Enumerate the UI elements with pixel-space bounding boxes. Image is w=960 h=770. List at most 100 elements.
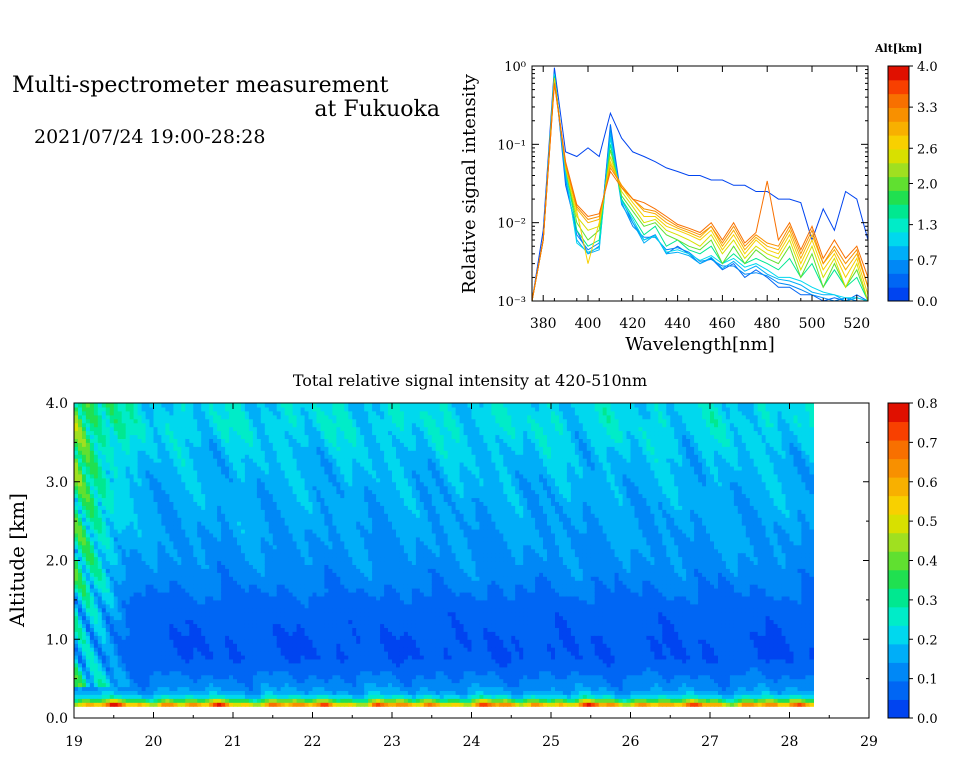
heatmap-cell xyxy=(304,611,310,617)
heatmap-cell xyxy=(137,603,143,609)
heatmap-cell xyxy=(308,611,314,617)
heatmap-cell xyxy=(221,469,226,475)
heatmap-cell xyxy=(213,410,218,416)
heatmap-cell xyxy=(233,623,238,628)
heatmap-cell xyxy=(145,517,151,522)
heatmap-cell xyxy=(248,595,254,601)
heatmap-cell xyxy=(125,564,131,569)
heatmap-cell xyxy=(197,572,202,577)
heatmap-cell xyxy=(121,552,127,558)
heatmap-cell xyxy=(97,568,103,573)
heatmap-cell xyxy=(229,544,234,550)
heatmap-cell xyxy=(113,414,119,420)
heatmap-cell xyxy=(113,438,119,443)
heatmap-cell xyxy=(74,635,79,640)
heatmap-cell xyxy=(197,607,202,613)
heatmap-cell xyxy=(121,509,127,514)
heatmap-cell xyxy=(101,544,107,550)
heatmap-cell xyxy=(105,414,111,420)
heatmap-cell xyxy=(149,450,155,455)
heatmap-cell xyxy=(312,414,318,420)
heatmap-cell xyxy=(97,438,103,443)
heatmap-cell xyxy=(221,647,226,652)
heatmap-cell xyxy=(177,647,182,652)
heatmap-cell xyxy=(89,655,95,660)
heatmap-cell xyxy=(276,599,282,605)
heatmap-cell xyxy=(129,540,135,546)
heatmap-cell xyxy=(260,458,266,463)
heatmap-cell xyxy=(165,564,170,569)
heatmap-cell xyxy=(288,473,294,479)
heatmap-cell xyxy=(125,540,131,546)
heatmap-cell xyxy=(74,422,79,428)
heatmap-cell xyxy=(141,666,147,672)
heatmap-cell xyxy=(93,651,99,656)
altitude-colorbar-tick-label: 3.3 xyxy=(917,101,938,116)
heatmap-cell xyxy=(316,418,322,424)
heatmap-cell xyxy=(225,481,230,487)
heatmap-cell xyxy=(237,678,242,684)
heatmap-cell xyxy=(117,588,123,593)
heatmap-cell xyxy=(252,674,258,680)
heatmap-cell xyxy=(292,580,298,585)
heatmap-cell xyxy=(101,469,107,475)
spectrum-y-tick-label: 10⁻² xyxy=(497,217,526,232)
heatmap-cell xyxy=(292,623,298,628)
heatmap-cell xyxy=(105,588,111,593)
heatmap-cell xyxy=(169,513,174,518)
heatmap-cell xyxy=(308,694,314,699)
heatmap-cell xyxy=(177,556,182,562)
heatmap-cell xyxy=(141,418,147,424)
heatmap-cell xyxy=(292,544,298,550)
heatmap-cell xyxy=(304,603,310,609)
heatmap-cell xyxy=(82,603,87,609)
heatmap-cell xyxy=(248,576,254,581)
heatmap-cell xyxy=(93,548,99,554)
heatmap-cell xyxy=(121,406,127,412)
heatmap-cell xyxy=(157,505,163,510)
heatmap-cell xyxy=(320,552,326,558)
heatmap-cell xyxy=(173,576,178,581)
heatmap-cell xyxy=(149,584,155,589)
heatmap-cell xyxy=(113,658,119,664)
heatmap-cell xyxy=(189,651,194,656)
heatmap-cell xyxy=(288,556,294,562)
heatmap-cell xyxy=(78,619,83,625)
heatmap-cell xyxy=(121,422,127,428)
heatmap-cell xyxy=(193,658,198,664)
heatmap-cell xyxy=(229,670,234,676)
heatmap-cell xyxy=(241,552,246,558)
heatmap-cell xyxy=(185,690,190,695)
heatmap-cell xyxy=(237,454,242,459)
heatmap-cell xyxy=(125,481,131,487)
heatmap-cell xyxy=(244,647,250,652)
heatmap-cell xyxy=(225,489,230,495)
heatmap-cell xyxy=(241,536,246,542)
heatmap-cell xyxy=(129,544,135,550)
heatmap-cell xyxy=(217,466,222,471)
heatmap-cell xyxy=(193,568,198,573)
heatmap-cell xyxy=(221,462,226,467)
heatmap-cell xyxy=(268,623,274,628)
heatmap-cell xyxy=(161,552,166,558)
heatmap-cell xyxy=(173,584,178,589)
heatmap-cell xyxy=(173,682,178,688)
heatmap-cell xyxy=(209,666,214,672)
heatmap-cell xyxy=(201,643,206,648)
heatmap-cell xyxy=(185,595,190,601)
heatmap-cell xyxy=(260,529,266,534)
heatmap-cell xyxy=(280,647,286,652)
heatmap-cell xyxy=(241,544,246,550)
heatmap-cell xyxy=(133,635,139,640)
heatmap-cell xyxy=(97,489,103,495)
heatmap-cell xyxy=(82,639,87,644)
heatmap-cell xyxy=(82,418,87,424)
heatmap-cell xyxy=(181,702,186,707)
heatmap-cell xyxy=(85,552,91,558)
heatmap-cell xyxy=(117,599,123,605)
heatmap-cell xyxy=(272,485,278,491)
heatmap-cell xyxy=(185,462,190,467)
heatmap-cell xyxy=(308,674,314,680)
heatmap-cell xyxy=(157,446,163,451)
heatmap-cell xyxy=(201,635,206,640)
